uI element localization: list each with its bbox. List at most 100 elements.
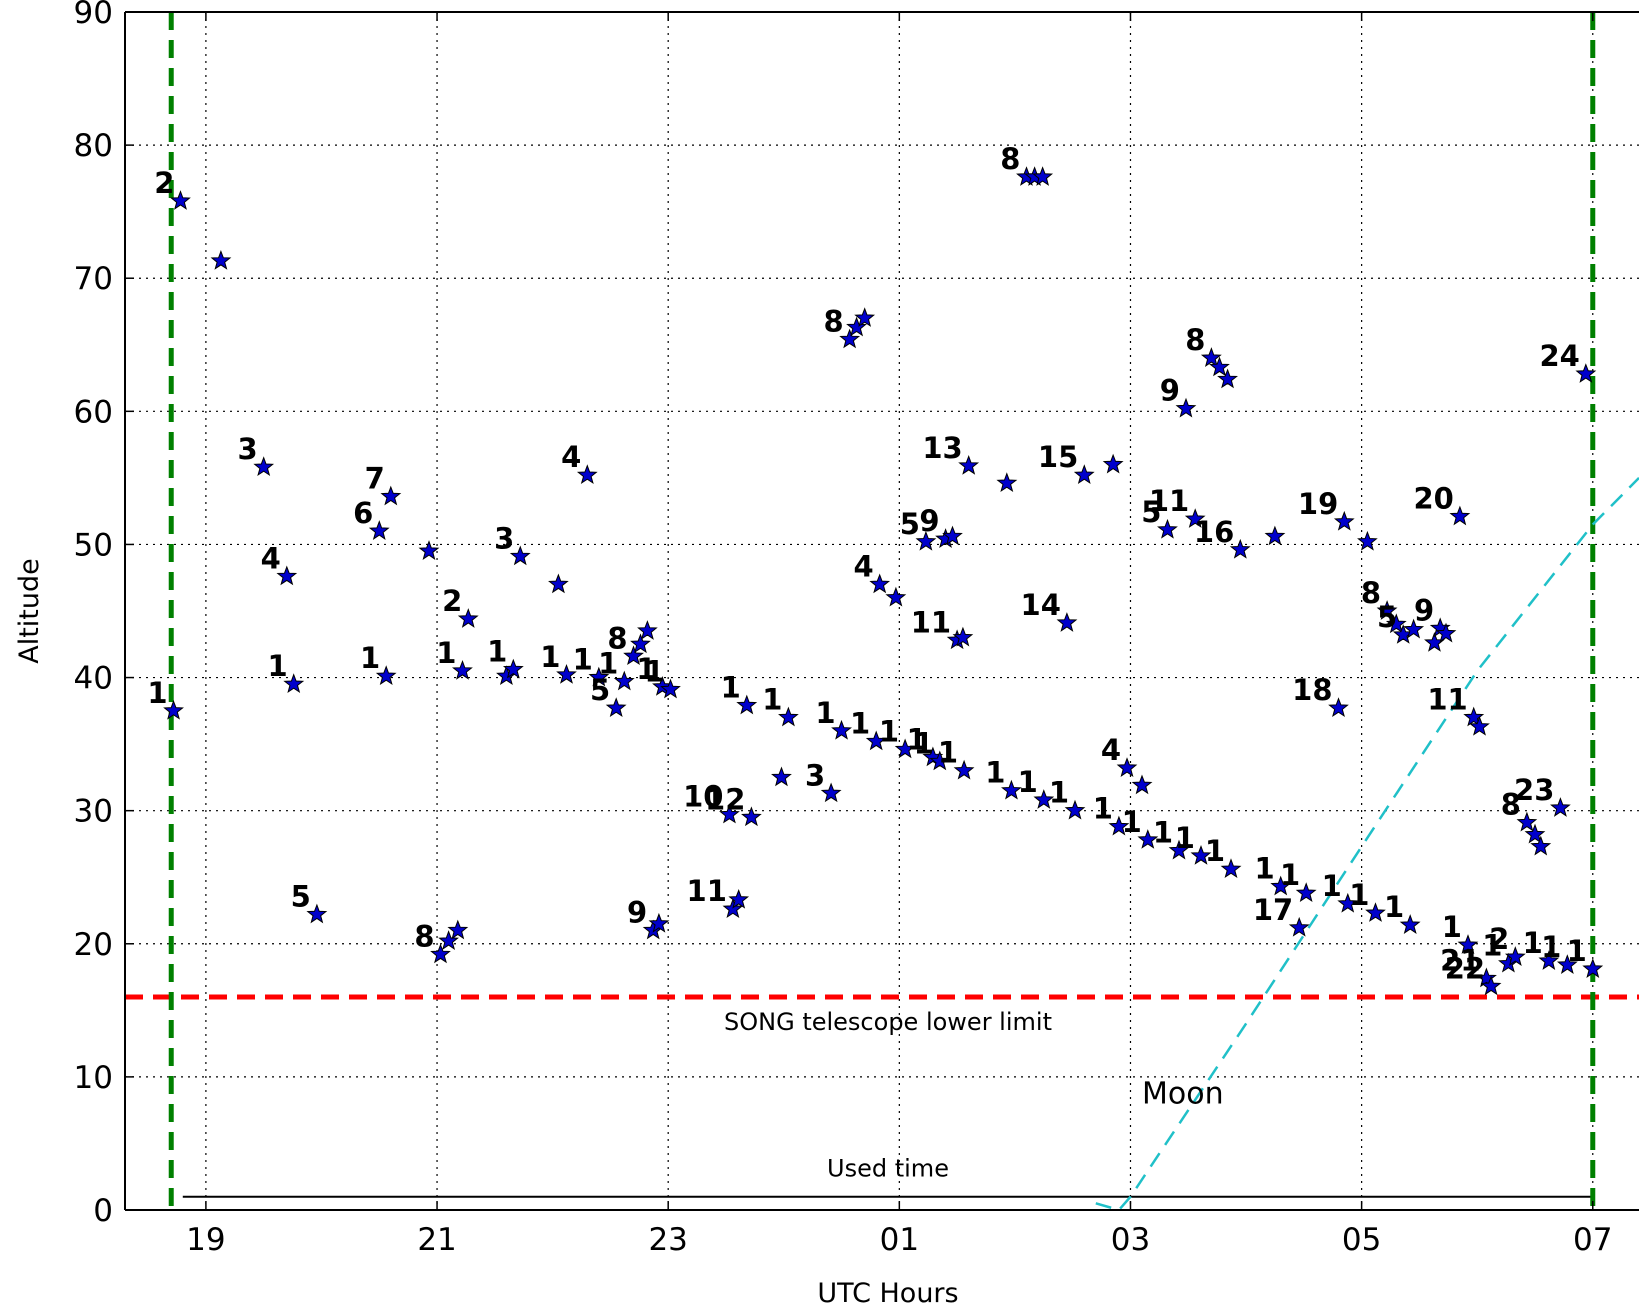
data-point (915, 530, 937, 551)
data-point (253, 456, 275, 477)
point-label: 1 (1093, 792, 1113, 826)
point-label: 8 (1185, 323, 1205, 357)
data-point (1480, 975, 1502, 996)
data-point (548, 573, 569, 594)
data-point (438, 930, 459, 950)
data-point (283, 673, 305, 694)
data-point (1575, 363, 1597, 383)
point-label: 15 (1038, 440, 1078, 474)
point-label: 1 (268, 649, 288, 683)
point-label: 1 (879, 714, 899, 748)
data-point (163, 699, 184, 720)
data-point (1328, 697, 1349, 718)
point-label: 1 (815, 696, 835, 730)
point-label: 9 (919, 504, 939, 538)
data-point (1449, 505, 1471, 526)
data-point (509, 545, 531, 566)
data-point (1175, 397, 1197, 418)
point-label: 1 (762, 682, 782, 716)
point-label: 1 (914, 726, 934, 760)
point-label: 3 (237, 432, 257, 466)
data-point (719, 803, 740, 824)
point-label: 1 (1049, 776, 1069, 810)
data-point (375, 665, 397, 686)
data-point (576, 464, 598, 485)
point-label: 11 (1427, 682, 1467, 716)
data-point (1504, 946, 1526, 966)
point-label: 5 (291, 879, 311, 913)
data-point (1200, 347, 1222, 367)
point-label: 1 (1018, 765, 1038, 799)
data-point (605, 697, 627, 718)
data-point (1288, 916, 1310, 937)
data-point (1032, 166, 1054, 186)
point-label: 3 (805, 758, 825, 792)
data-point (556, 663, 577, 684)
point-label: 1 (1349, 878, 1369, 912)
point-label: 1 (360, 641, 380, 675)
y-tick-label: 20 (74, 927, 113, 963)
point-label: 3 (494, 521, 514, 555)
point-label: 1 (487, 635, 507, 669)
y-tick-label: 30 (74, 794, 113, 830)
data-labels: 1234156718121314151891110111121318141511… (147, 142, 1586, 985)
data-point (637, 620, 658, 640)
point-label: 1 (1384, 890, 1404, 924)
data-point (728, 888, 750, 909)
x-tick-label: 19 (186, 1222, 225, 1258)
data-point (854, 307, 876, 327)
data-point (1116, 757, 1138, 777)
x-tick-label: 01 (880, 1222, 919, 1258)
data-point (1220, 858, 1242, 879)
data-series (163, 166, 1604, 996)
data-point (1469, 715, 1490, 736)
point-label: 1 (1541, 930, 1561, 964)
data-point (1131, 774, 1153, 795)
moon-track (1095, 477, 1639, 1212)
data-point (588, 666, 610, 687)
data-point (1229, 538, 1251, 559)
data-point (210, 249, 232, 270)
point-label: 1 (1567, 934, 1587, 968)
point-label: 9 (1160, 374, 1180, 408)
y-tick-label: 60 (74, 394, 113, 430)
point-label: 5 (1141, 495, 1161, 529)
point-label: 23 (1514, 773, 1554, 807)
x-tick-label: 07 (1573, 1222, 1612, 1258)
data-point (430, 943, 451, 964)
point-label: 11 (911, 605, 951, 639)
data-point (1376, 600, 1398, 620)
data-point (1550, 797, 1571, 817)
data-point (1476, 967, 1497, 988)
data-point (1001, 779, 1022, 800)
point-label: 2 (1489, 922, 1509, 956)
point-label: 12 (705, 782, 745, 816)
point-label: 1 (436, 636, 456, 670)
y-tick-label: 40 (74, 661, 113, 697)
data-point (996, 472, 1018, 493)
point-label: 1 (1280, 858, 1300, 892)
data-point (952, 626, 974, 647)
data-point (953, 759, 975, 780)
data-point (1556, 954, 1578, 974)
point-label: 9 (627, 895, 647, 929)
data-point (1184, 508, 1206, 528)
point-label: 19 (1298, 487, 1338, 521)
moon-label: Moon (1142, 1077, 1224, 1112)
data-point (623, 645, 644, 666)
data-point (1056, 612, 1078, 632)
grid (125, 12, 1639, 1210)
data-point (894, 738, 916, 759)
data-point (929, 750, 951, 771)
point-label: 6 (353, 496, 373, 530)
data-point (660, 678, 681, 699)
x-tick-label: 21 (417, 1222, 456, 1258)
data-point (1337, 892, 1359, 913)
data-point (1270, 875, 1292, 896)
point-label: 1 (1153, 816, 1173, 850)
point-label: 5 (1377, 600, 1397, 634)
data-point (1033, 789, 1055, 809)
data-point (306, 903, 328, 924)
data-point (1457, 934, 1479, 954)
